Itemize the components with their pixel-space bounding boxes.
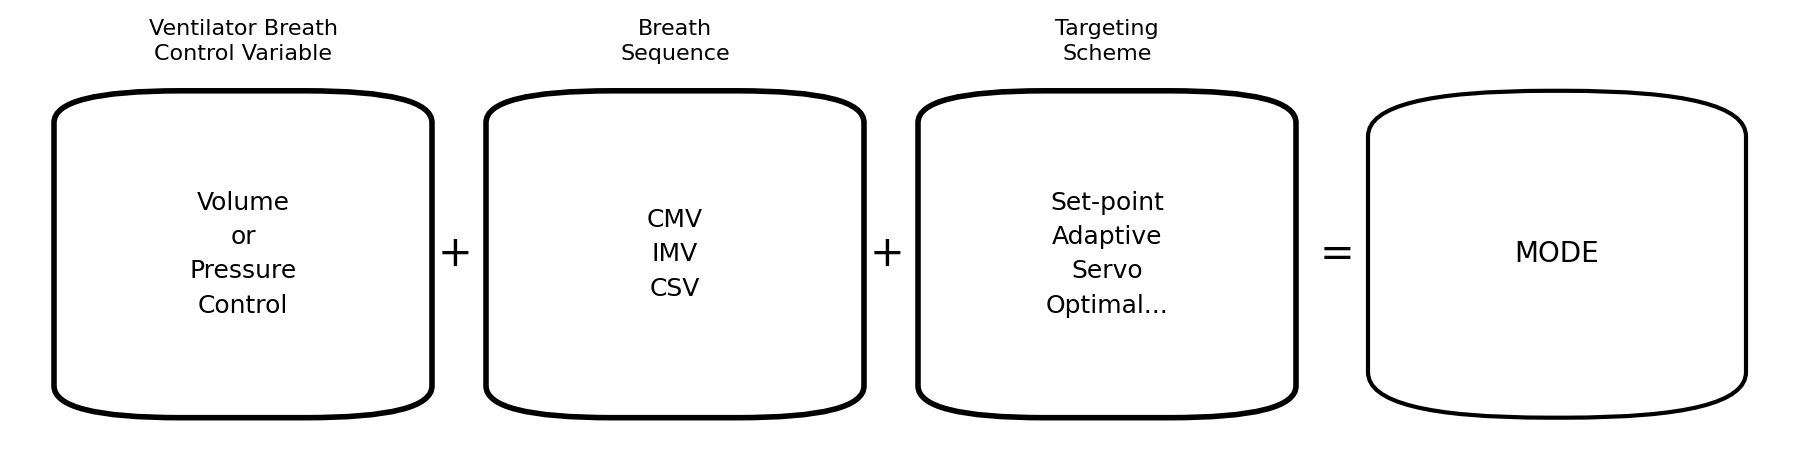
FancyBboxPatch shape — [918, 91, 1296, 418]
Text: Ventilator Breath
Control Variable: Ventilator Breath Control Variable — [149, 19, 338, 64]
Text: Set-point
Adaptive
Servo
Optimal...: Set-point Adaptive Servo Optimal... — [1046, 191, 1168, 318]
FancyBboxPatch shape — [54, 91, 432, 418]
Text: MODE: MODE — [1514, 240, 1600, 268]
Text: Targeting
Scheme: Targeting Scheme — [1055, 19, 1159, 64]
Text: CMV
IMV
CSV: CMV IMV CSV — [646, 208, 704, 301]
Text: Breath
Sequence: Breath Sequence — [621, 19, 729, 64]
Text: =: = — [1319, 233, 1355, 275]
FancyBboxPatch shape — [1368, 91, 1746, 418]
Text: +: + — [869, 233, 905, 275]
Text: Volume
or
Pressure
Control: Volume or Pressure Control — [189, 191, 297, 318]
FancyBboxPatch shape — [486, 91, 864, 418]
Text: +: + — [437, 233, 473, 275]
